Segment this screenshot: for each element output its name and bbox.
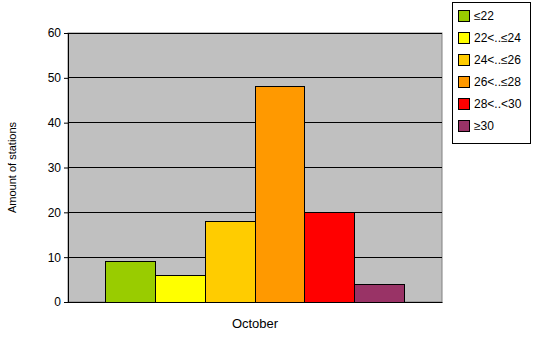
grid-line xyxy=(68,77,442,78)
axis-line xyxy=(69,302,443,303)
grid xyxy=(68,33,442,302)
legend-swatch xyxy=(458,120,469,131)
y-axis: 0 10 20 30 40 50 60 xyxy=(48,26,69,309)
plot-area xyxy=(68,33,442,302)
bar xyxy=(155,275,205,302)
tick-mark xyxy=(64,212,68,213)
tick: 40 xyxy=(48,116,68,130)
legend-label: 22<..≤24 xyxy=(474,31,521,45)
tick-label: 50 xyxy=(48,71,62,85)
bars xyxy=(105,87,404,302)
tick-label: 20 xyxy=(48,206,62,220)
tick-mark xyxy=(64,33,68,34)
tick: 30 xyxy=(48,161,68,175)
tick-label: 40 xyxy=(48,116,62,130)
tick: 10 xyxy=(48,251,68,265)
tick-label: 30 xyxy=(48,161,62,175)
bar xyxy=(355,284,405,302)
x-axis: October xyxy=(69,302,443,331)
tick: 0 xyxy=(54,295,68,309)
bar xyxy=(305,212,355,302)
legend-label: 26<..≤28 xyxy=(474,75,521,89)
legend-swatch xyxy=(458,76,469,87)
tick: October xyxy=(232,302,279,331)
tick-mark xyxy=(64,257,68,258)
tick-mark xyxy=(64,78,68,79)
tick: 20 xyxy=(48,206,68,220)
tick-mark xyxy=(64,168,68,169)
y-axis-title: Amount of stations xyxy=(6,121,18,213)
tick: 50 xyxy=(48,71,68,85)
tick-label: 60 xyxy=(48,26,62,40)
tick-label: 0 xyxy=(54,295,61,309)
tick-mark xyxy=(64,123,68,124)
legend-swatch xyxy=(458,10,469,21)
tick: 60 xyxy=(48,26,68,40)
legend-label: ≤22 xyxy=(474,9,494,23)
legend-swatch xyxy=(458,54,469,65)
legend-box xyxy=(452,2,530,143)
legend: ≤22 22<..≤24 24<..≤26 26<..≤28 28<..<30 ≥30 xyxy=(452,2,530,143)
bar xyxy=(205,221,255,302)
axis-line xyxy=(64,34,69,303)
tick-mark xyxy=(64,302,68,303)
tick-label: 10 xyxy=(48,251,62,265)
legend-label: 28<..<30 xyxy=(474,97,522,111)
grid-line xyxy=(68,33,442,34)
tick-label: October xyxy=(232,316,279,331)
legend-swatch xyxy=(458,98,469,109)
bar xyxy=(255,87,305,302)
chart: 0 10 20 30 40 50 60 October Amount of stations ≤2… xyxy=(0,0,534,358)
legend-label: 24<..≤26 xyxy=(474,53,521,67)
legend-swatch xyxy=(458,32,469,43)
bar xyxy=(105,262,155,302)
legend-label: ≥30 xyxy=(474,119,494,133)
